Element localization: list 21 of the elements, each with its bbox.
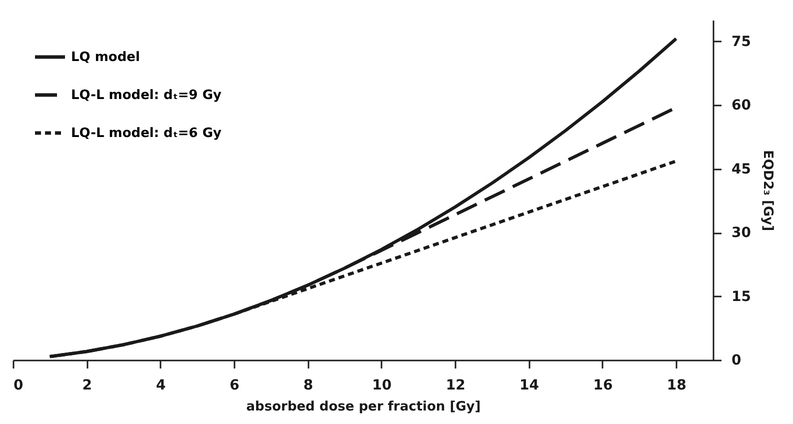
y-tick-label: 0 xyxy=(732,352,742,368)
y-axis-title: EQD2₃ [Gy] xyxy=(760,150,775,232)
legend-label: LQ-L model: dₜ=9 Gy xyxy=(71,88,222,103)
y-tick-label: 15 xyxy=(732,288,751,305)
y-tick-label: 75 xyxy=(732,34,751,50)
x-tick-label: 6 xyxy=(230,378,240,394)
legend-label: LQ model xyxy=(71,50,140,65)
x-tick-label: 2 xyxy=(82,378,92,394)
x-axis-title: absorbed dose per fraction [Gy] xyxy=(246,400,481,414)
x-tick-label: 16 xyxy=(593,378,613,394)
y-tick-label: 60 xyxy=(732,98,752,114)
x-tick-label: 4 xyxy=(156,378,166,394)
x-tick-label: 18 xyxy=(666,378,686,394)
x-tick-label: 12 xyxy=(446,378,466,394)
y-tick-label: 30 xyxy=(732,225,752,241)
x-tick-label: 8 xyxy=(303,378,314,394)
legend-label: LQ-L model: dₜ=6 Gy xyxy=(71,126,222,141)
y-tick-label: 45 xyxy=(732,161,751,178)
x-tick-label: 10 xyxy=(372,378,392,394)
x-tick-label: 14 xyxy=(520,378,540,394)
x-tick-label: 0 xyxy=(14,378,24,394)
